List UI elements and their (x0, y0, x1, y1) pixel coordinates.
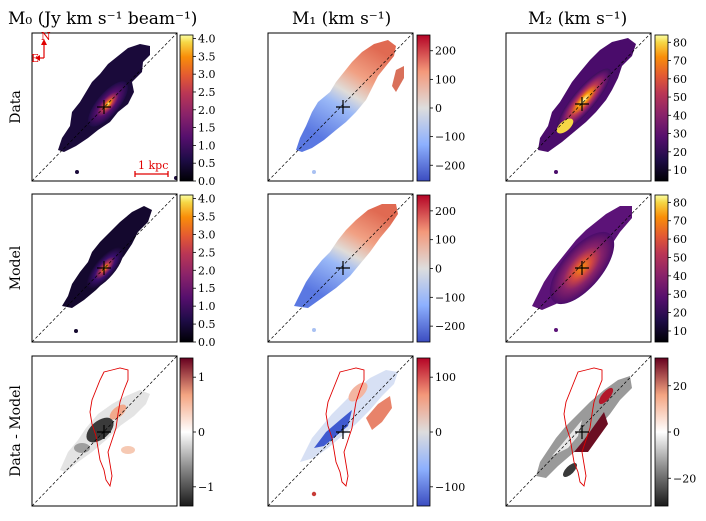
kinematic-centres (97, 97, 589, 439)
colorbar-tick-label: 0.0 (198, 175, 216, 188)
colorbar-tick-label: 50 (673, 91, 687, 104)
colorbar-tick-label: 1.5 (198, 122, 216, 135)
colorbar-tick-label: 10 (673, 164, 687, 177)
colorbar-0-2 (654, 34, 669, 182)
colorbar-tick-label: 2.0 (198, 104, 216, 117)
east-label: E (31, 52, 39, 65)
colorbar-tick-label: 0 (435, 263, 442, 276)
colorbar-tick-label: −1 (198, 481, 214, 494)
emission-contour (563, 367, 603, 487)
colorbar-tick-label: 10 (673, 325, 687, 338)
panel-model-m0 (62, 206, 152, 333)
column-title-m0: M₀ (Jy km s⁻¹ beam⁻¹) (8, 9, 197, 29)
colorbar-tick-label: 80 (673, 36, 687, 49)
row-label-data: Data (8, 90, 24, 124)
colorbar-tick-label: 70 (673, 55, 687, 68)
colorbar-tick-label: 3.0 (198, 228, 216, 241)
colorbar-tick-label: 60 (673, 233, 687, 246)
scale-bar: 1 kpc (134, 159, 169, 177)
panel-residual-m0 (60, 367, 150, 488)
colorbar-tick-label: 20 (673, 146, 687, 159)
colorbar-tick-label: −100 (435, 131, 465, 144)
colorbar-1-2 (654, 194, 669, 343)
column-title-m1: M₁ (km s⁻¹) (292, 9, 391, 29)
colorbar-tick-label: −200 (435, 320, 465, 333)
panel-data-m0 (58, 44, 177, 180)
colorbar-tick-label: 1.5 (198, 282, 216, 295)
colorbar-1-0 (179, 194, 194, 343)
colorbar-0-0 (179, 34, 194, 182)
colorbar-tick-label: 2.5 (198, 86, 216, 99)
colorbar-tick-label: 100 (435, 234, 456, 247)
colorbar-tick-label: 60 (673, 73, 687, 86)
colorbar-tick-label: 100 (435, 73, 456, 86)
colorbar-2-2 (654, 357, 669, 507)
colorbars: 0.00.51.01.52.02.53.03.54.0−200−10001002… (179, 33, 696, 507)
colorbar-tick-label: 20 (673, 307, 687, 320)
colorbar-tick-label: 3.0 (198, 68, 216, 81)
colorbar-tick-label: 4.0 (198, 193, 216, 206)
colorbar-1-1 (416, 194, 431, 343)
colorbar-tick-label: 0.5 (198, 157, 216, 170)
colorbar-tick-label: 200 (435, 205, 456, 218)
colorbar-tick-label: 70 (673, 215, 687, 228)
model-velocity-field (294, 204, 398, 308)
colorbar-tick-label: 0.0 (198, 336, 216, 349)
colorbar-tick-label: 30 (673, 128, 687, 141)
galaxy-velocity-field (296, 40, 396, 152)
panel-frames (31, 32, 652, 507)
colorbar-tick-label: 0 (435, 102, 442, 115)
scale-bar-label: 1 kpc (138, 159, 168, 172)
colorbar-tick-label: −200 (435, 159, 465, 172)
colorbar-tick-label: 0 (198, 426, 205, 439)
compass: N E (31, 30, 51, 65)
major-axis-lines (31, 32, 652, 507)
colorbar-tick-label: 2.0 (198, 264, 216, 277)
row-label-residual: Data - Model (8, 385, 24, 477)
north-label: N (41, 30, 51, 43)
colorbar-tick-label: 0 (435, 426, 442, 439)
colorbar-tick-label: 20 (673, 380, 687, 393)
colorbar-tick-label: 50 (673, 251, 687, 264)
colorbar-0-1 (416, 34, 431, 182)
colorbar-tick-label: 80 (673, 196, 687, 209)
emission-contour (325, 367, 365, 487)
colorbar-tick-label: −20 (673, 472, 696, 485)
emission-contour (89, 367, 129, 488)
colorbar-tick-label: −100 (435, 481, 465, 494)
colorbar-tick-label: 30 (673, 288, 687, 301)
colorbar-tick-label: 40 (673, 109, 687, 122)
panel-model-m1 (294, 204, 398, 332)
colorbar-tick-label: 0.5 (198, 318, 216, 331)
colorbar-tick-label: 3.5 (198, 211, 216, 224)
colorbar-2-1 (416, 357, 431, 507)
colorbar-tick-label: 40 (673, 270, 687, 283)
panel-data-m2 (538, 38, 636, 174)
row-label-model: Model (8, 245, 24, 290)
colorbar-tick-label: 4.0 (198, 33, 216, 46)
colorbar-tick-label: −100 (435, 291, 465, 304)
panel-residual-m1 (300, 367, 398, 497)
colorbar-tick-label: 1 (198, 371, 205, 384)
panel-residual-m2 (536, 367, 632, 487)
colorbar-tick-label: 1.0 (198, 300, 216, 313)
panel-data-m1 (296, 40, 404, 174)
colorbar-tick-label: 3.5 (198, 50, 216, 63)
colorbar-tick-label: 100 (435, 371, 456, 384)
colorbar-2-0 (179, 357, 194, 507)
colorbar-tick-label: 0 (673, 426, 680, 439)
column-title-m2: M₂ (km s⁻¹) (528, 9, 627, 29)
colorbar-tick-label: 200 (435, 45, 456, 58)
colorbar-tick-label: 1.0 (198, 139, 216, 152)
colorbar-tick-label: 2.5 (198, 246, 216, 259)
